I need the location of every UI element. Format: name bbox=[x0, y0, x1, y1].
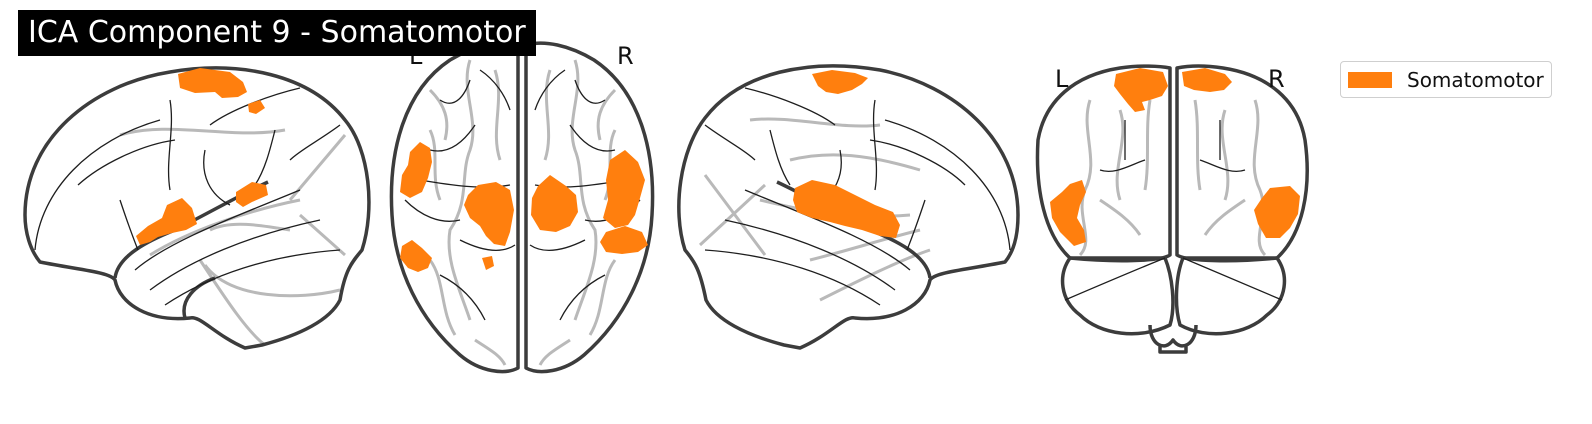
right-sagittal-view bbox=[677, 64, 1020, 350]
figure-title: ICA Component 9 - Somatomotor bbox=[18, 10, 536, 56]
activation-blob bbox=[482, 256, 494, 270]
activation-blob bbox=[464, 182, 514, 246]
activation-blob bbox=[812, 70, 868, 94]
activation-blob bbox=[1114, 68, 1168, 112]
activation-blob bbox=[400, 142, 432, 198]
activation-blob bbox=[178, 68, 247, 98]
coronal-left-label: L bbox=[1055, 65, 1069, 93]
activation-blob bbox=[136, 198, 197, 245]
axial-view bbox=[389, 41, 655, 374]
activation-blob bbox=[1182, 68, 1232, 92]
activation-blob bbox=[236, 182, 268, 207]
coronal-right-label: R bbox=[1268, 65, 1285, 93]
activation-blob bbox=[793, 180, 900, 238]
coronal-view bbox=[1035, 64, 1309, 354]
activation-blob bbox=[531, 175, 578, 232]
activation-blob bbox=[603, 150, 645, 228]
activation-blob bbox=[400, 240, 432, 272]
activation-blob bbox=[1254, 186, 1300, 238]
left-sagittal-view bbox=[23, 66, 371, 350]
legend-swatch-somatomotor bbox=[1348, 72, 1392, 88]
activation-blob bbox=[248, 100, 265, 114]
activation-blob bbox=[600, 226, 648, 254]
legend-label-somatomotor: Somatomotor bbox=[1407, 68, 1544, 92]
activation-blob bbox=[1050, 180, 1086, 246]
legend: Somatomotor bbox=[1340, 61, 1552, 98]
axial-right-label: R bbox=[617, 42, 634, 70]
